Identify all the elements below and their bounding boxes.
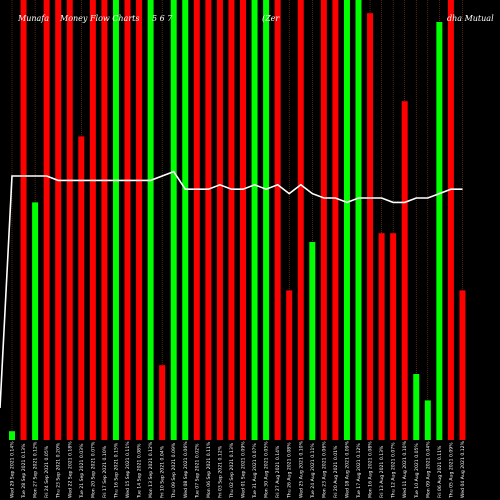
tick-label: Mon 06 Sep 2021 0.11% xyxy=(206,441,212,498)
bar xyxy=(89,0,96,440)
bar xyxy=(413,374,420,440)
tick-label: Fri 27 Aug 2021 0.14% xyxy=(275,445,281,498)
bar xyxy=(309,242,316,440)
tick-label: Thu 23 Sep 2021 0.20% xyxy=(56,442,62,499)
tick-label: Tue 31 Aug 2021 0.07% xyxy=(252,443,258,499)
bar xyxy=(124,0,131,440)
bar xyxy=(170,0,177,440)
tick-label: Tue 28 Sep 2021 0.13% xyxy=(21,443,27,499)
bar xyxy=(355,0,362,440)
tick-label: Fri 06 Aug 2021 0.11% xyxy=(437,445,443,498)
tick-label: Wed 01 Sep 2021 0.09% xyxy=(241,441,247,498)
bar xyxy=(136,0,143,440)
bar xyxy=(193,0,200,440)
bar xyxy=(424,400,431,440)
bar xyxy=(436,22,443,440)
bar xyxy=(78,136,85,440)
bar xyxy=(9,431,15,440)
bar xyxy=(240,0,246,440)
tick-label: Mon 13 Sep 2021 0.12% xyxy=(148,441,154,498)
tick-label: Tue 10 Aug 2021 0.05% xyxy=(414,443,420,499)
bar xyxy=(147,0,154,440)
bar xyxy=(228,0,235,440)
tick-label: Fri 03 Sep 2021 0.12% xyxy=(217,445,223,498)
tick-label: Wed 22 Sep 2021 0.18% xyxy=(67,441,73,498)
title-fragment: dha Mutual xyxy=(447,14,494,23)
bar xyxy=(66,0,73,440)
tick-label: Fri 10 Sep 2021 0.04% xyxy=(160,445,166,498)
series-line xyxy=(0,170,463,409)
bar xyxy=(20,0,27,440)
bar xyxy=(32,202,39,440)
tick-label: Tue 07 Sep 2021 0.02% xyxy=(194,443,200,499)
bar xyxy=(343,0,350,440)
bar xyxy=(447,0,454,440)
bar xyxy=(401,101,408,440)
bar xyxy=(274,0,281,440)
bar xyxy=(216,0,223,440)
bar xyxy=(251,0,258,440)
tick-label: Fri 17 Sep 2021 0.10% xyxy=(102,445,108,498)
tick-label: Thu 02 Sep 2021 0.13% xyxy=(229,442,235,499)
tick-label: Thu 26 Aug 2021 0.08% xyxy=(287,442,293,499)
bar xyxy=(332,0,339,440)
tick-label: Mon 27 Sep 2021 0.12% xyxy=(33,441,39,498)
title-fragment: Money Flow Charts xyxy=(59,14,139,23)
tick-label: Tue 14 Sep 2021 0.08% xyxy=(137,443,143,499)
bar xyxy=(43,0,50,440)
tick-label: Tue 17 Aug 2021 0.12% xyxy=(356,443,362,499)
bar xyxy=(378,233,385,440)
tick-label: Thu 16 Sep 2021 0.15% xyxy=(113,442,119,499)
bar xyxy=(182,0,189,440)
bar xyxy=(286,290,293,440)
tick-label: Wed 25 Aug 2021 0.10% xyxy=(298,440,304,498)
title-fragment: Munafa xyxy=(17,14,49,23)
tick-label: Fri 13 Aug 2021 0.13% xyxy=(379,445,385,498)
tick-label: Thu 09 Sep 2021 0.09% xyxy=(171,442,177,499)
tick-label: Wed 29 Sep 2021 0.14% xyxy=(10,441,16,498)
tick-label: Mon 20 Sep 2021 0.07% xyxy=(90,441,96,498)
title-fragment: 5 6 7 xyxy=(152,14,173,23)
tick-label: Thu 05 Aug 2021 0.09% xyxy=(448,442,454,499)
tick-label: Mon 09 Aug 2021 0.04% xyxy=(425,441,431,498)
title-fragment: (Zer xyxy=(262,14,280,23)
bar xyxy=(367,13,374,440)
tick-label: Wed 04 Aug 2021 0.12% xyxy=(460,440,466,498)
tick-label: Wed 08 Sep 2021 0.06% xyxy=(183,441,189,498)
bar xyxy=(159,365,166,440)
bar xyxy=(101,0,108,440)
bar xyxy=(112,0,119,440)
bar xyxy=(320,0,327,440)
tick-label: Wed 15 Sep 2021 0.11% xyxy=(125,441,131,498)
bar xyxy=(55,0,62,440)
bars xyxy=(9,0,466,440)
tick-label: Tue 21 Sep 2021 0.03% xyxy=(79,443,85,499)
bar xyxy=(263,0,270,440)
tick-label: Mon 30 Aug 2021 0.05% xyxy=(264,441,270,498)
tick-label: Tue 24 Aug 2021 0.11% xyxy=(310,443,316,499)
bar xyxy=(297,0,304,440)
bar xyxy=(459,290,466,440)
tick-label: Mon 16 Aug 2021 0.08% xyxy=(368,441,374,498)
tick-label: Fri 20 Aug 2021 0.01% xyxy=(333,445,339,498)
tick-label: Fri 24 Sep 2021 0.05% xyxy=(44,445,50,498)
x-axis-tick-labels: Wed 29 Sep 2021 0.14% Tue 28 Sep 2021 0.1… xyxy=(10,440,466,499)
bar xyxy=(390,233,397,440)
tick-label: Wed 18 Aug 2021 0.09% xyxy=(344,440,350,498)
tick-label: Mon 23 Aug 2021 0.06% xyxy=(321,441,327,498)
tick-label: Thu 12 Aug 2021 0.07% xyxy=(391,442,397,499)
tick-label: Wed 11 Aug 2021 0.10% xyxy=(402,440,408,498)
bar xyxy=(205,0,212,440)
chart-title: Munafa Money Flow Charts 5 6 7 (Zer dha Mutu… xyxy=(17,14,494,23)
